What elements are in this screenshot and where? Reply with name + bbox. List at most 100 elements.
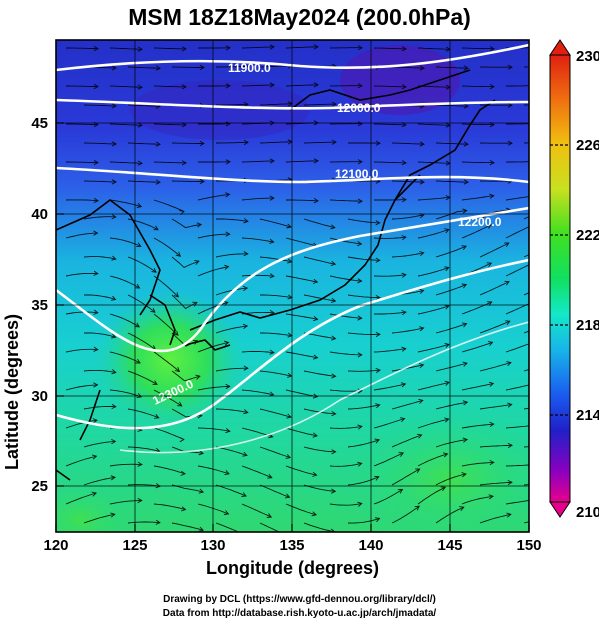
streamline-arrowhead: [374, 438, 380, 444]
x-tick-label: 125: [122, 537, 147, 554]
streamline-arrowhead: [375, 257, 381, 263]
streamline-arrowhead: [242, 451, 248, 457]
streamline-arrowhead: [461, 245, 467, 250]
streamline-arrowhead: [224, 264, 230, 270]
streamline-arrowhead: [312, 432, 318, 438]
streamline-arrowhead: [312, 278, 319, 284]
streamline-arrowhead: [150, 307, 156, 313]
streamline: [435, 245, 467, 258]
streamline-arrowhead: [93, 159, 99, 166]
streamline-arrowhead: [137, 461, 143, 467]
contour-12300: [56, 258, 529, 430]
streamline: [215, 253, 248, 258]
streamline: [505, 500, 529, 505]
streamline: [285, 160, 319, 163]
streamline: [435, 142, 469, 145]
streamline: [329, 237, 362, 245]
streamline: [171, 256, 200, 268]
colorbar: 230 226 222 218 214 210: [549, 39, 599, 521]
streamline: [505, 226, 529, 239]
streamline: [153, 47, 187, 50]
streamline-arrowhead: [180, 470, 186, 476]
streamline: [259, 484, 290, 498]
streamline-arrowhead: [401, 346, 407, 352]
streamline: [461, 423, 494, 429]
streamline: [65, 311, 98, 315]
streamline: [373, 85, 407, 88]
streamline: [479, 242, 509, 258]
streamline: [417, 343, 450, 353]
streamline: [435, 104, 469, 107]
streamline-arrowhead: [486, 224, 492, 229]
streamline: [153, 427, 184, 440]
colorbar-label: 230: [576, 48, 599, 65]
streamline-arrowhead: [534, 463, 538, 467]
streamline: [417, 381, 450, 391]
streamline: [391, 468, 420, 486]
y-axis-label: Latitude (degrees): [2, 313, 22, 470]
streamline-arrowhead: [506, 512, 512, 518]
streamline-arrowhead: [92, 418, 98, 424]
streamline: [373, 418, 405, 429]
streamline-arrowhead: [401, 272, 407, 278]
streamline: [435, 180, 469, 183]
streamline: [127, 256, 157, 273]
streamline-arrowhead: [179, 437, 185, 443]
streamline: [215, 484, 247, 497]
streamline: [260, 294, 292, 299]
streamline-arrowhead: [93, 346, 99, 352]
colorbar-ramp: [549, 54, 571, 503]
streamline-arrowhead: [357, 241, 363, 247]
streamline-arrowhead: [313, 198, 319, 204]
streamline: [259, 256, 292, 263]
streamline: [109, 199, 142, 208]
streamline: [374, 311, 406, 315]
streamline-arrowhead: [330, 260, 337, 267]
streamline: [506, 85, 529, 87]
streamline-arrowhead: [175, 251, 182, 257]
streamline-arrowhead: [374, 517, 381, 523]
streamline-arrowhead: [504, 280, 510, 286]
streamline: [216, 65, 249, 68]
streamline-arrowhead: [375, 367, 381, 374]
contour-label-12200: 12200.0: [458, 215, 502, 229]
streamline: [171, 522, 204, 531]
streamline-arrowhead: [533, 194, 537, 198]
streamline-arrowhead: [136, 393, 143, 398]
streamline: [373, 274, 406, 277]
streamline-arrowhead: [137, 122, 143, 128]
streamline-arrowhead: [374, 475, 380, 481]
streamline-arrowhead: [486, 262, 493, 268]
streamline-arrowhead: [313, 354, 319, 360]
streamline: [461, 301, 492, 315]
streamline: [109, 85, 143, 88]
streamline: [435, 506, 464, 524]
streamline-arrowhead: [530, 262, 535, 266]
streamline: [435, 473, 466, 486]
y-tick-label: 35: [31, 297, 48, 314]
streamline: [197, 385, 230, 391]
streamline-arrowhead: [154, 414, 160, 419]
streamline-arrowhead: [444, 342, 451, 348]
streamline-arrowhead: [551, 514, 555, 518]
contour-label-11900: 11900.0: [228, 61, 271, 75]
streamline-arrowhead: [419, 65, 425, 71]
streamline-arrowhead: [199, 140, 205, 147]
streamline-arrowhead: [199, 178, 205, 185]
streamline-arrowhead: [487, 341, 494, 346]
streamline-arrowhead: [462, 322, 468, 328]
streamline: [215, 367, 248, 372]
streamline-arrowhead: [462, 208, 468, 214]
streamline: [347, 218, 380, 224]
streamline-arrowhead: [93, 197, 99, 204]
map-title: MSM 18Z18May2024 (200.0hPa): [128, 4, 471, 30]
streamline: [461, 383, 494, 391]
streamline-arrowhead: [489, 421, 495, 427]
streamline: [461, 195, 494, 201]
streamline-arrowhead: [243, 139, 249, 146]
streamline-arrowhead: [196, 222, 203, 228]
streamline: [127, 484, 160, 487]
streamline: [329, 351, 362, 356]
streamline-arrowhead: [489, 84, 495, 90]
